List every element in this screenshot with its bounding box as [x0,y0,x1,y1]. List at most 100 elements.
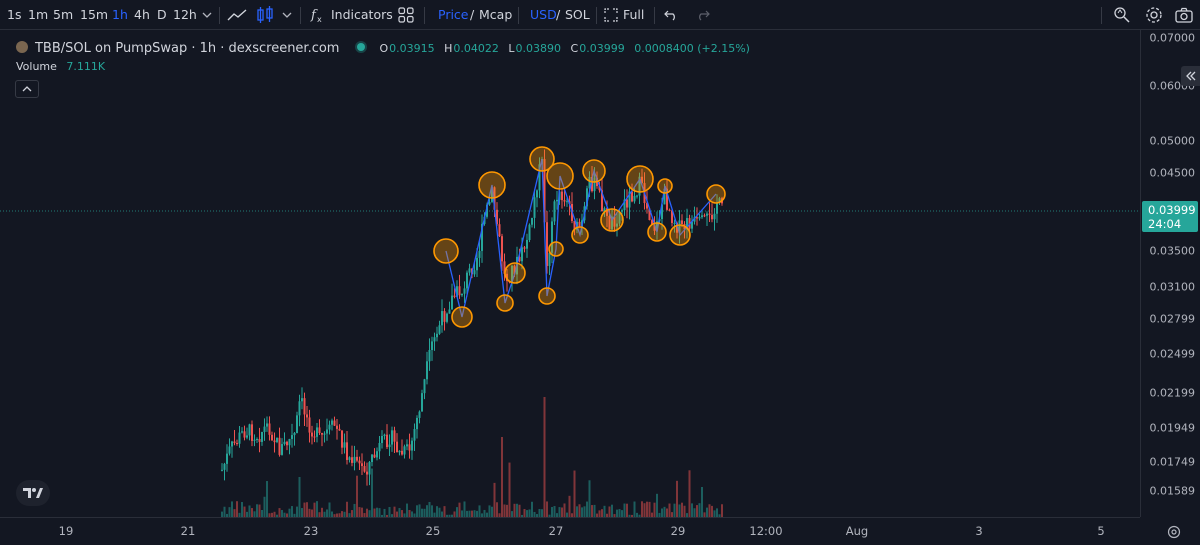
candle-body [473,270,476,275]
annotation-circle[interactable] [571,226,589,244]
fullscreen-icon[interactable] [602,0,620,30]
candle-body [228,446,231,454]
annotation-circle[interactable] [496,294,514,312]
interval-1m[interactable]: 1m [28,7,49,22]
annotation-circle[interactable] [478,171,506,199]
interval-1s[interactable]: 1s [7,7,22,22]
candle-body [263,426,266,432]
slash-separator: / [470,7,475,22]
price-axis[interactable]: 0.07000 0.06000 0.05000 0.04500 0.03500 … [1140,30,1200,517]
volume-bar [676,480,678,517]
volume-bar [521,514,523,517]
templates-icon[interactable] [396,0,416,30]
annotation-circle[interactable] [657,178,673,194]
annotation-circle[interactable] [433,238,459,264]
candle-body [546,222,548,266]
volume-bar [478,505,481,517]
chevron-down-icon[interactable] [280,0,294,30]
annotation-circle[interactable] [647,222,667,242]
full-button[interactable]: Full [623,7,645,22]
price-label: 0.05000 [1149,134,1196,148]
usd-toggle[interactable]: USD [530,7,557,22]
annotation-circle[interactable] [582,159,606,183]
interval-4h[interactable]: 4h [134,7,150,22]
volume-bar [481,513,483,517]
candle-body [393,430,396,442]
candle-body [413,429,416,441]
symbol-title[interactable]: TBB/SOL on PumpSwap · 1h · dexscreener.c… [34,41,340,56]
sidebar-toggle[interactable] [1181,66,1200,86]
volume-bar [286,513,288,517]
volume-bar [311,509,313,517]
collapse-legend-button[interactable] [15,80,39,98]
price-chart[interactable] [0,30,1140,517]
screenshot-zoom-icon[interactable] [1112,0,1132,30]
interval-D[interactable]: D [157,7,167,22]
candle-body [301,398,303,402]
interval-12h[interactable]: 12h [173,7,197,22]
annotation-circle[interactable] [538,287,556,305]
candle-body [376,451,378,458]
volume-bar [231,501,233,517]
annotation-circle[interactable] [706,184,726,204]
candle-body [468,268,471,273]
candle-body [428,350,431,362]
candle-body [606,208,608,216]
annotation-circle[interactable] [626,165,654,193]
sol-toggle[interactable]: SOL [565,7,590,22]
annotation-circle[interactable] [504,262,526,284]
volume-label[interactable]: Volume [16,60,57,73]
indicators-button[interactable]: Indicators [331,7,393,22]
volume-bar [491,506,493,517]
candle-body [318,427,321,434]
annotation-circle[interactable] [546,162,574,190]
volume-bar [538,508,541,517]
time-label: Aug [845,524,869,538]
volume-bar [633,501,636,517]
annotation-circle[interactable] [548,241,564,257]
interval-15m[interactable]: 15m [80,7,109,22]
volume-bar [373,508,376,517]
line-chart-icon[interactable] [226,0,250,30]
chevron-down-icon[interactable] [200,0,214,30]
annotation-circle[interactable] [669,224,691,246]
volume-bar [461,510,463,517]
volume-bar [591,505,593,517]
candle-body [381,436,383,444]
volume-bar [281,510,283,517]
volume-bar [321,507,323,517]
candle-body [333,420,336,426]
eye-settings-icon[interactable] [1167,524,1181,543]
volume-bar [341,511,343,517]
tradingview-logo[interactable] [16,480,50,506]
undo-icon[interactable] [662,0,680,30]
redo-icon[interactable] [694,0,712,30]
candle-body [368,462,371,475]
price-label: 0.01589 [1149,484,1196,498]
annotation-circle[interactable] [600,208,624,232]
candle-body [418,411,421,418]
candle-body [636,195,638,197]
candlesticks [221,149,723,486]
candle-body [303,398,306,415]
time-axis[interactable]: 19 21 23 25 27 29 12:00 Aug 3 5 [0,517,1181,545]
candle-body [661,204,663,220]
interval-1h[interactable]: 1h [112,7,128,22]
price-toggle[interactable]: Price [438,7,469,22]
volume-bar [421,508,423,517]
settings-icon[interactable] [1144,0,1164,30]
annotation-zigzag-line[interactable] [445,158,717,318]
volume-bar [483,509,486,517]
volume-bar [366,508,368,517]
annotation-circle[interactable] [529,146,555,172]
candle-body [538,164,541,191]
camera-icon[interactable] [1174,0,1194,30]
annotation-circle[interactable] [451,306,473,328]
interval-5m[interactable]: 5m [53,7,74,22]
candles-icon[interactable] [254,0,276,30]
mcap-toggle[interactable]: Mcap [479,7,513,22]
candle-body [298,401,301,416]
candle-body [696,217,698,219]
volume-bar [493,482,496,517]
